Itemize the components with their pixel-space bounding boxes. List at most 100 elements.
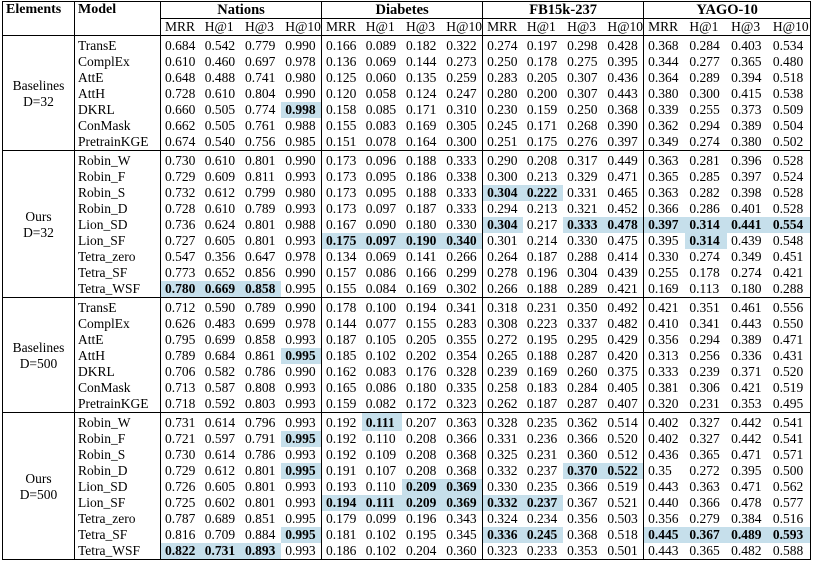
fb15k-237-mrr-value: 0.300 bbox=[487, 169, 518, 184]
diabetes-h3-value: 0.166 bbox=[406, 265, 437, 280]
fb15k-237-mrr-value: 0.336 bbox=[482, 527, 523, 543]
fb15k-237-mrr-value: 0.332 bbox=[482, 495, 523, 511]
diabetes-h10-value: 0.302 bbox=[442, 281, 484, 298]
fb15k-237-h1-value: 0.178 bbox=[526, 54, 558, 69]
diabetes-h1-value: 0.086 bbox=[365, 380, 397, 395]
diabetes-mrr-value: 0.173 bbox=[321, 150, 362, 169]
yago-10-mrr-value: 0.330 bbox=[648, 249, 679, 264]
model-name: Tetra_SF bbox=[74, 265, 161, 281]
nations-mrr-value: 0.712 bbox=[160, 297, 201, 316]
nations-h10-value: 0.993 bbox=[281, 233, 323, 249]
fb15k-237-h3-value: 0.304 bbox=[567, 265, 598, 280]
table-row: AttH 0.789 0.684 0.861 0.995 0.185 0.102 0.202 0… bbox=[3, 348, 811, 364]
nations-h10-value: 0.993 bbox=[281, 447, 323, 463]
nations-h3-value: 0.858 bbox=[245, 332, 276, 347]
nations-h1-value: 0.602 bbox=[204, 495, 236, 510]
fb15k-237-mrr-value: 0.308 bbox=[487, 316, 518, 331]
nations-h1-value: 0.505 bbox=[204, 102, 236, 117]
nations-h10-value: 0.990 bbox=[281, 364, 323, 380]
nations-h3-value: 0.647 bbox=[245, 249, 276, 264]
model-name: Lion_SF bbox=[74, 233, 161, 249]
fb15k-237-h1-value: 0.187 bbox=[526, 249, 558, 264]
diabetes-h10-value: 0.338 bbox=[442, 169, 484, 185]
yago-10-h1-value: 0.274 bbox=[689, 249, 720, 264]
metric-header-fb15k-237-h3: H@3 bbox=[563, 18, 604, 36]
fb15k-237-mrr-value: 0.325 bbox=[487, 447, 518, 462]
nations-mrr-value: 0.684 bbox=[160, 35, 201, 54]
model-name: Robin_S bbox=[74, 185, 161, 201]
nations-h10-value: 0.978 bbox=[281, 316, 323, 332]
diabetes-h10-value: 0.360 bbox=[442, 543, 484, 560]
diabetes-h1-value: 0.083 bbox=[365, 364, 397, 379]
nations-mrr-value: 0.780 bbox=[160, 281, 201, 298]
yago-10-h1-value: 0.281 bbox=[685, 150, 728, 169]
nations-h10-value: 0.993 bbox=[281, 396, 323, 413]
diabetes-h10-value: 0.322 bbox=[442, 35, 484, 54]
fb15k-237-h10-value: 0.439 bbox=[603, 265, 645, 281]
yago-10-mrr-value: 0.443 bbox=[648, 479, 679, 494]
fb15k-237-mrr-value: 0.304 bbox=[482, 185, 523, 201]
nations-h1-value: 0.652 bbox=[204, 265, 236, 280]
nations-h10-value: 0.993 bbox=[281, 201, 323, 217]
fb15k-237-mrr-value: 0.318 bbox=[482, 297, 523, 316]
diabetes-mrr-value: 0.120 bbox=[326, 86, 357, 101]
fb15k-237-h3-value: 0.321 bbox=[567, 201, 598, 216]
nations-mrr-value: 0.706 bbox=[165, 364, 196, 379]
fb15k-237-h1-value: 0.237 bbox=[522, 495, 564, 511]
diabetes-h3-value: 0.155 bbox=[406, 316, 437, 331]
yago-10-mrr-value: 0.333 bbox=[648, 364, 679, 379]
yago-10-h10-value: 0.495 bbox=[772, 396, 804, 411]
nations-mrr-value: 0.787 bbox=[165, 511, 196, 526]
yago-10-mrr-value: 0.255 bbox=[648, 265, 679, 280]
table-row: PretrainKGE 0.674 0.540 0.756 0.985 0.151 0.07… bbox=[3, 134, 811, 151]
nations-mrr-value: 0.730 bbox=[165, 447, 196, 462]
fb15k-237-mrr-value: 0.265 bbox=[487, 348, 518, 363]
nations-h1-value: 0.612 bbox=[204, 463, 236, 478]
fb15k-237-h3-value: 0.288 bbox=[567, 249, 598, 264]
yago-10-h10-value: 0.288 bbox=[772, 281, 804, 296]
fb15k-237-h3-value: 0.287 bbox=[567, 348, 598, 363]
yago-10-h3-value: 0.389 bbox=[731, 118, 762, 133]
nations-h10-value: 0.978 bbox=[281, 249, 323, 265]
fb15k-237-h3-value: 0.330 bbox=[567, 233, 598, 248]
fb15k-237-h10-value: 0.478 bbox=[603, 217, 645, 233]
yago-10-mrr-value: 0.339 bbox=[648, 102, 679, 117]
fb15k-237-mrr-value: 0.301 bbox=[487, 233, 518, 248]
nations-h10-value: 0.990 bbox=[281, 86, 323, 102]
yago-10-mrr-value: 0.35 bbox=[648, 463, 672, 478]
nations-h1-value: 0.612 bbox=[204, 185, 236, 200]
diabetes-h3-value: 0.209 bbox=[402, 479, 443, 495]
diabetes-h3-value: 0.207 bbox=[402, 412, 443, 431]
yago-10-h3-value: 0.394 bbox=[731, 70, 762, 85]
fb15k-237-h1-value: 0.233 bbox=[526, 543, 558, 558]
diabetes-h10-value: 0.369 bbox=[442, 479, 484, 495]
nations-h10-value: 0.980 bbox=[281, 185, 323, 201]
nations-mrr-value: 0.648 bbox=[165, 70, 196, 85]
yago-10-h3-value: 0.415 bbox=[731, 86, 762, 101]
yago-10-h10-value: 0.593 bbox=[768, 527, 811, 543]
yago-10-h3-value: 0.461 bbox=[727, 297, 769, 316]
group-dimension: D=32 bbox=[23, 94, 54, 109]
yago-10-h3-value: 0.389 bbox=[731, 332, 762, 347]
nations-h3-value: 0.884 bbox=[245, 527, 276, 542]
yago-10-h3-value: 0.489 bbox=[727, 527, 769, 543]
fb15k-237-h10-value: 0.428 bbox=[603, 35, 645, 54]
fb15k-237-h10-value: 0.397 bbox=[603, 134, 645, 151]
nations-h3-value: 0.801 bbox=[245, 463, 276, 478]
diabetes-h3-value: 0.141 bbox=[406, 249, 437, 264]
fb15k-237-h3-value: 0.268 bbox=[567, 118, 598, 133]
yago-10-h1-value: 0.327 bbox=[685, 412, 728, 431]
nations-h3-value: 0.801 bbox=[245, 233, 276, 248]
fb15k-237-h10-value: 0.482 bbox=[603, 316, 645, 332]
nations-mrr-value: 0.626 bbox=[165, 316, 196, 331]
diabetes-h10-value: 0.333 bbox=[442, 150, 484, 169]
nations-h10-value: 0.990 bbox=[281, 297, 323, 316]
nations-h1-value: 0.587 bbox=[204, 380, 236, 395]
yago-10-h10-value: 0.556 bbox=[768, 297, 811, 316]
diabetes-h1-value: 0.097 bbox=[365, 201, 397, 216]
metric-header-nations-h1: H@1 bbox=[200, 18, 241, 36]
fb15k-237-h10-value: 0.429 bbox=[603, 332, 645, 348]
fb15k-237-h1-value: 0.231 bbox=[522, 297, 564, 316]
diabetes-h10-value: 0.283 bbox=[442, 316, 484, 332]
nations-h10-value: 0.995 bbox=[281, 431, 323, 447]
